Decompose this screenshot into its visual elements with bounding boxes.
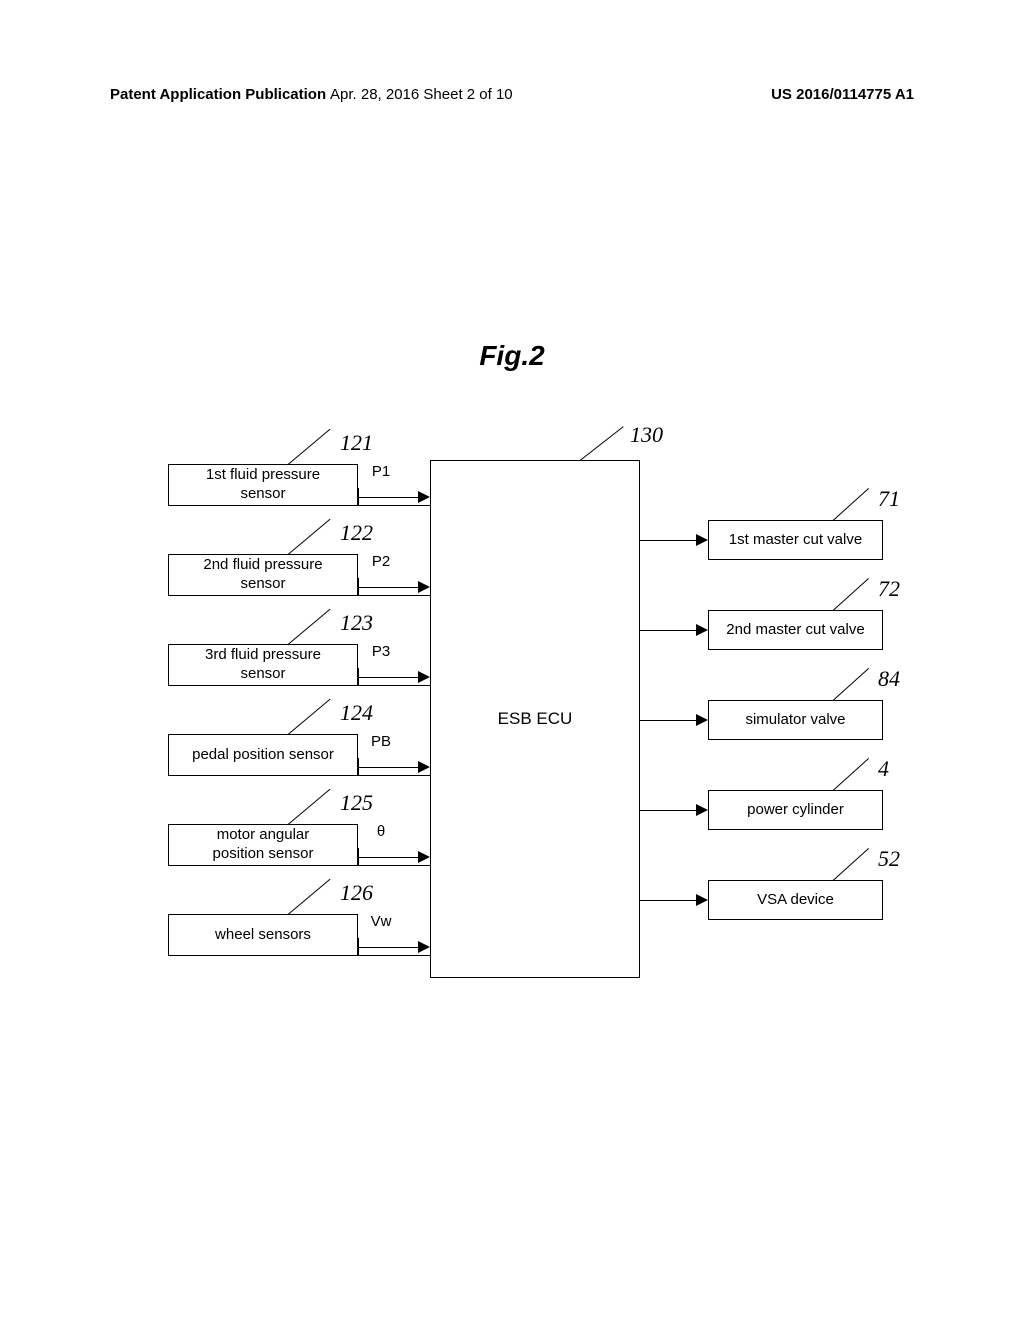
lead-line bbox=[288, 429, 331, 465]
arrow-line bbox=[358, 587, 420, 588]
lead-line bbox=[833, 758, 869, 791]
input-box: 3rd fluid pressure sensor bbox=[168, 644, 358, 686]
arrow-head-icon bbox=[418, 671, 430, 683]
arrow-line bbox=[640, 720, 698, 721]
input-box: 1st fluid pressure sensor bbox=[168, 464, 358, 506]
output-box: simulator valve bbox=[708, 700, 883, 740]
arrow-head-icon bbox=[418, 851, 430, 863]
output-box: 1st master cut valve bbox=[708, 520, 883, 560]
ref-number: 84 bbox=[878, 666, 900, 692]
signal-label: P3 bbox=[366, 643, 396, 660]
signal-label: Vw bbox=[366, 913, 396, 930]
ref-number: 4 bbox=[878, 756, 889, 782]
signal-label: P2 bbox=[366, 553, 396, 570]
arrow-head-icon bbox=[418, 761, 430, 773]
ref-number: 125 bbox=[340, 790, 373, 816]
arrow-head-icon bbox=[696, 534, 708, 546]
output-box: power cylinder bbox=[708, 790, 883, 830]
lead-line bbox=[580, 426, 624, 461]
arrow-head-icon bbox=[418, 941, 430, 953]
ref-number: 52 bbox=[878, 846, 900, 872]
arrow-line bbox=[358, 767, 420, 768]
ref-number: 72 bbox=[878, 576, 900, 602]
publication-number: US 2016/0114775 A1 bbox=[771, 86, 914, 103]
arrow-line bbox=[640, 810, 698, 811]
arrow-line bbox=[640, 540, 698, 541]
arrow-line bbox=[358, 497, 420, 498]
lead-line bbox=[833, 848, 869, 881]
signal-label: PB bbox=[366, 733, 396, 750]
lead-line bbox=[288, 519, 331, 555]
lead-line bbox=[288, 609, 331, 645]
lead-line bbox=[833, 668, 869, 701]
lead-line bbox=[833, 488, 869, 521]
lead-line bbox=[288, 699, 331, 735]
signal-label: P1 bbox=[366, 463, 396, 480]
input-box: pedal position sensor bbox=[168, 734, 358, 776]
arrow-line bbox=[358, 857, 420, 858]
signal-label: θ bbox=[366, 823, 396, 840]
ref-number: 124 bbox=[340, 700, 373, 726]
publication-type: Patent Application Publication bbox=[110, 86, 326, 103]
lead-line bbox=[288, 789, 331, 825]
arrow-line bbox=[358, 947, 420, 948]
ref-number: 123 bbox=[340, 610, 373, 636]
ecu-box: ESB ECU bbox=[430, 460, 640, 978]
ref-number: 130 bbox=[630, 422, 663, 448]
output-box: VSA device bbox=[708, 880, 883, 920]
lead-line bbox=[833, 578, 869, 611]
arrow-head-icon bbox=[418, 491, 430, 503]
arrow-head-icon bbox=[696, 714, 708, 726]
lead-line bbox=[288, 879, 331, 915]
ref-number: 122 bbox=[340, 520, 373, 546]
arrow-line bbox=[640, 630, 698, 631]
arrow-head-icon bbox=[418, 581, 430, 593]
input-box: motor angular position sensor bbox=[168, 824, 358, 866]
arrow-head-icon bbox=[696, 804, 708, 816]
sheet-info: Apr. 28, 2016 Sheet 2 of 10 bbox=[330, 86, 513, 103]
input-box: wheel sensors bbox=[168, 914, 358, 956]
output-box: 2nd master cut valve bbox=[708, 610, 883, 650]
ref-number: 121 bbox=[340, 430, 373, 456]
ref-number: 71 bbox=[878, 486, 900, 512]
input-box: 2nd fluid pressure sensor bbox=[168, 554, 358, 596]
arrow-head-icon bbox=[696, 624, 708, 636]
block-diagram: ESB ECU1301st fluid pressure sensorP1121… bbox=[148, 440, 878, 1000]
arrow-head-icon bbox=[696, 894, 708, 906]
ref-number: 126 bbox=[340, 880, 373, 906]
arrow-line bbox=[358, 677, 420, 678]
figure-title: Fig.2 bbox=[479, 340, 544, 372]
arrow-line bbox=[640, 900, 698, 901]
